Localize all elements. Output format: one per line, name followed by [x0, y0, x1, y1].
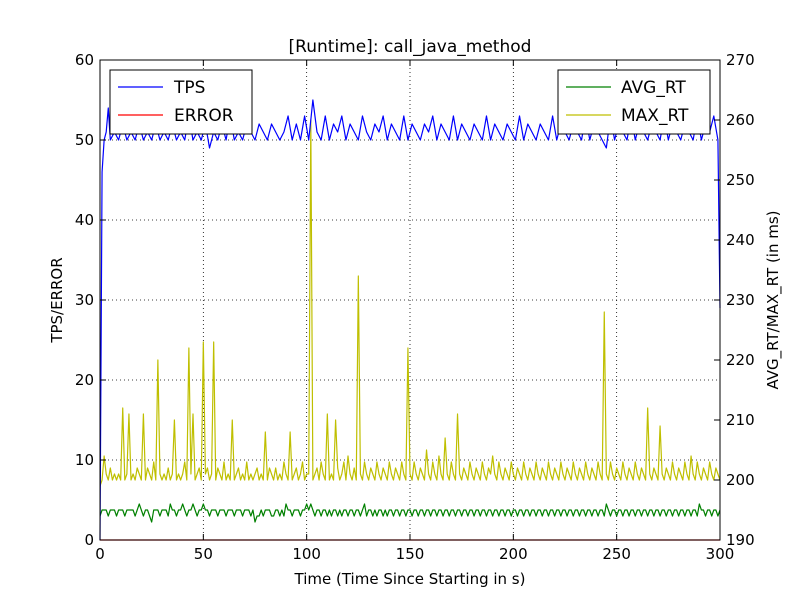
- y-tick-label-left: 10: [75, 451, 94, 469]
- y-tick-label-left: 20: [75, 371, 94, 389]
- series-line-avg-rt: [99, 503, 721, 523]
- x-axis-label: Time (Time Since Starting in s): [294, 570, 526, 588]
- x-tick-label: 200: [499, 545, 528, 563]
- legend-error-label: ERROR: [174, 106, 234, 126]
- legend-max-rt-label: MAX_RT: [621, 106, 689, 126]
- series-line-max-rt: [99, 119, 721, 487]
- y-tick-label-right: 270: [726, 51, 755, 69]
- y-tick-label-right: 240: [726, 231, 755, 249]
- y-tick-label-left: 30: [75, 291, 94, 309]
- x-tick-label: 50: [194, 545, 213, 563]
- legend-left-box: [109, 69, 253, 135]
- legend-right-box: [557, 69, 711, 135]
- x-tick-label: 100: [292, 545, 321, 563]
- y-tick-label-right: 260: [726, 111, 755, 129]
- y-tick-label-left: 60: [75, 51, 94, 69]
- y-axis-label-left: TPS/ERROR: [48, 257, 66, 343]
- x-tick-label: 300: [706, 545, 735, 563]
- y-tick-label-left: 40: [75, 211, 94, 229]
- legend-tps-label: TPS: [173, 78, 205, 98]
- legend-right: AVG_RT MAX_RT: [557, 69, 711, 135]
- y-tick-label-right: 230: [726, 291, 755, 309]
- chart-title: [Runtime]: call_java_method: [289, 37, 532, 57]
- legend-left: TPS ERROR: [109, 69, 253, 135]
- y-tick-label-right: 200: [726, 471, 755, 489]
- y-tick-label-left: 50: [75, 131, 94, 149]
- y-tick-label-right: 220: [726, 351, 755, 369]
- legend-avg-rt-label: AVG_RT: [621, 78, 686, 98]
- x-tick-label: 0: [95, 545, 105, 563]
- y-tick-label-right: 210: [726, 411, 755, 429]
- x-tick-label: 150: [396, 545, 425, 563]
- x-tick-label: 250: [602, 545, 631, 563]
- y-tick-label-right: 250: [726, 171, 755, 189]
- ticks: 0 50 100 150 200 250 300 0 10 20 30 40 50 60 190 200 210…: [75, 51, 755, 563]
- y-tick-label-left: 0: [84, 531, 94, 549]
- y-tick-label-right: 190: [726, 531, 755, 549]
- y-axis-label-right: AVG_RT/MAX_RT (in ms): [764, 210, 783, 389]
